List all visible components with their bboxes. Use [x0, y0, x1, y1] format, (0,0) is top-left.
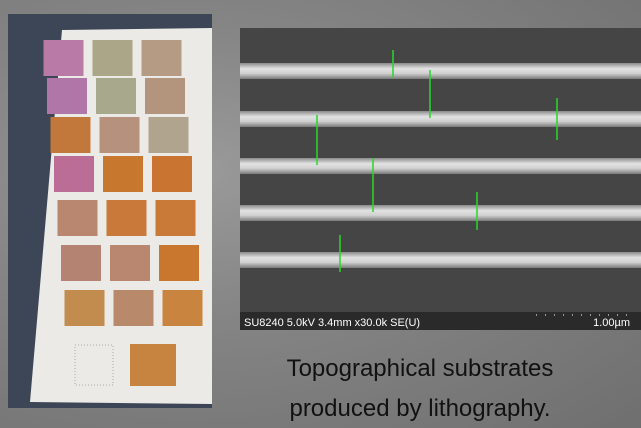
caption-line: produced by lithography.	[240, 395, 600, 423]
color-square	[61, 245, 101, 281]
sem-scale: 1.00µm	[593, 317, 630, 329]
color-square	[51, 117, 91, 153]
color-square	[159, 245, 199, 281]
color-square	[47, 78, 87, 114]
color-square	[114, 290, 154, 326]
color-square	[58, 200, 98, 236]
caption-line: Topographical substrates	[240, 355, 600, 383]
color-square	[65, 290, 105, 326]
color-square	[152, 156, 192, 192]
sem-stripe	[240, 158, 641, 174]
color-square	[107, 200, 147, 236]
color-square	[163, 290, 203, 326]
color-square	[149, 117, 189, 153]
color-square	[156, 200, 196, 236]
color-square	[54, 156, 94, 192]
sem-stripe	[240, 63, 641, 79]
sem-stripe	[240, 111, 641, 127]
color-square	[44, 40, 84, 76]
color-square	[96, 78, 136, 114]
color-square	[100, 117, 140, 153]
color-square	[93, 40, 133, 76]
color-square	[142, 40, 182, 76]
color-square	[145, 78, 185, 114]
sem-stripe	[240, 252, 641, 268]
sem-stripe	[240, 205, 641, 221]
color-square	[130, 344, 176, 386]
slide: SU8240 5.0kV 3.4mm x30.0k SE(U) 1.00µm T…	[0, 0, 641, 428]
color-square	[110, 245, 150, 281]
color-square	[103, 156, 143, 192]
sem-info: SU8240 5.0kV 3.4mm x30.0k SE(U)	[244, 317, 420, 329]
